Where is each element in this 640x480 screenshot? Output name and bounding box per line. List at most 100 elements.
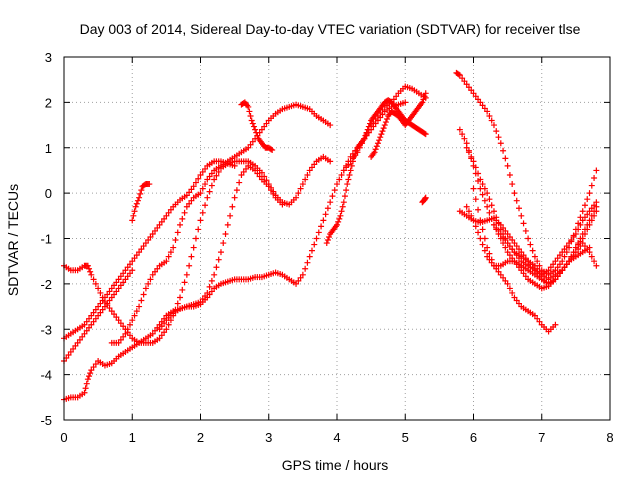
- data-point: [481, 197, 488, 204]
- data-point: [536, 318, 543, 325]
- data-point: [470, 217, 477, 224]
- data-point: [500, 224, 507, 231]
- plot-points: [61, 69, 600, 403]
- data-point: [372, 146, 379, 153]
- data-point: [245, 103, 252, 110]
- data-point: [381, 122, 388, 129]
- data-point: [513, 297, 520, 304]
- data-point: [243, 165, 249, 172]
- data-point: [518, 212, 525, 219]
- data-point: [570, 252, 577, 259]
- data-point: [138, 297, 145, 304]
- data-point: [161, 329, 168, 336]
- data-point: [111, 311, 118, 318]
- data-point: [129, 317, 136, 324]
- data-point: [511, 240, 518, 247]
- data-point: [347, 167, 354, 174]
- data-point: [246, 108, 253, 115]
- data-point: [323, 240, 330, 247]
- x-tick-label: 2: [197, 430, 204, 445]
- data-point: [490, 122, 497, 129]
- data-point: [90, 276, 97, 283]
- data-point: [92, 280, 99, 287]
- data-point: [131, 312, 138, 319]
- data-point: [132, 203, 139, 210]
- data-point: [129, 217, 136, 224]
- data-point: [190, 244, 197, 251]
- data-point: [186, 262, 193, 269]
- data-point: [371, 149, 378, 156]
- data-point: [224, 221, 231, 228]
- data-point: [591, 202, 598, 209]
- data-point: [183, 203, 190, 210]
- data-point: [106, 305, 113, 312]
- data-point: [568, 237, 575, 244]
- data-point: [245, 144, 252, 151]
- data-point: [252, 167, 259, 174]
- data-point: [97, 300, 104, 307]
- data-point: [188, 197, 195, 204]
- data-point: [197, 171, 204, 178]
- data-point: [506, 252, 513, 259]
- data-point: [202, 165, 209, 172]
- data-point: [497, 140, 504, 147]
- data-point: [547, 264, 554, 271]
- data-point: [388, 99, 395, 106]
- data-point: [461, 135, 468, 142]
- data-point: [421, 130, 428, 137]
- data-point: [165, 209, 172, 216]
- data-point: [188, 253, 195, 260]
- data-point: [126, 270, 133, 277]
- data-point: [179, 215, 186, 222]
- data-point: [581, 230, 588, 237]
- data-point: [520, 270, 527, 277]
- data-point: [115, 276, 122, 283]
- series-4: [108, 101, 334, 346]
- data-point: [504, 230, 511, 237]
- data-point: [156, 335, 163, 342]
- data-point: [199, 185, 206, 192]
- data-point: [268, 146, 275, 153]
- data-point: [81, 321, 88, 328]
- data-point: [502, 237, 509, 244]
- data-point: [345, 161, 352, 168]
- y-tick-label: 0: [45, 186, 52, 201]
- data-point: [154, 224, 161, 231]
- data-point: [593, 167, 600, 174]
- data-point: [493, 224, 500, 231]
- data-point: [500, 233, 507, 240]
- data-point: [137, 190, 144, 197]
- data-point: [138, 187, 145, 194]
- data-point: [220, 240, 227, 247]
- data-point: [329, 193, 336, 200]
- data-point: [254, 132, 261, 139]
- data-point: [208, 277, 215, 284]
- data-point: [552, 258, 559, 265]
- data-point: [76, 336, 83, 343]
- data-point: [378, 131, 385, 138]
- data-point: [490, 221, 497, 228]
- data-point: [575, 226, 582, 233]
- data-point: [579, 240, 586, 247]
- data-point: [472, 196, 479, 203]
- series-9: [323, 97, 429, 247]
- data-point: [554, 264, 561, 271]
- data-point: [509, 246, 516, 253]
- data-point: [581, 202, 588, 209]
- data-point: [481, 235, 488, 242]
- data-point: [379, 106, 386, 113]
- data-point: [475, 96, 482, 103]
- data-point: [117, 282, 124, 289]
- data-point: [122, 267, 129, 274]
- x-tick-label: 0: [60, 430, 67, 445]
- data-point: [158, 218, 165, 225]
- data-point: [511, 294, 518, 301]
- data-point: [299, 271, 306, 278]
- data-point: [563, 243, 570, 250]
- data-point: [479, 102, 486, 109]
- ticks: [63, 56, 611, 421]
- data-point: [88, 367, 95, 374]
- data-point: [227, 212, 234, 219]
- x-tick-label: 8: [606, 430, 613, 445]
- data-point: [115, 317, 122, 324]
